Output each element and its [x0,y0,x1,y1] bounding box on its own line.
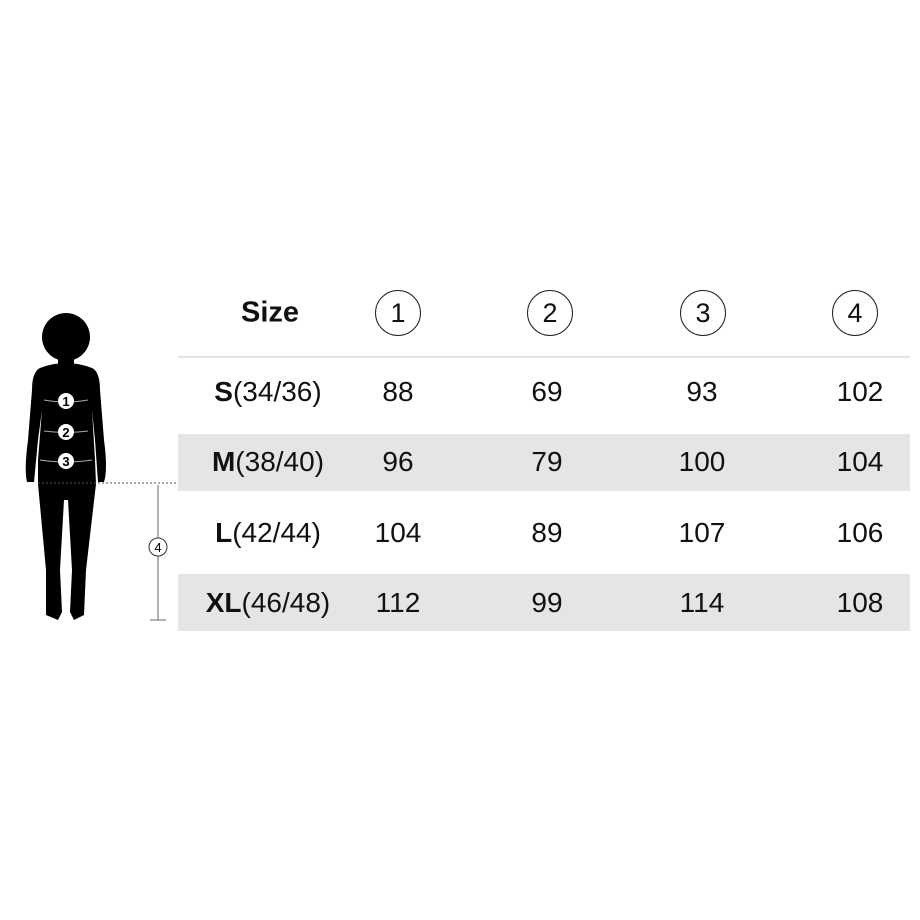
measure-marker-2: 2 [58,424,74,440]
measurement-value: 99 [531,587,563,618]
size-range: (46/48) [241,587,331,618]
size-range: (42/44) [232,517,321,548]
size-header: Size [240,296,300,329]
measurement-value: 93 [686,376,718,407]
size-letter: M [211,446,236,477]
row-band-m [178,434,910,491]
column-header-3: 3 [680,290,726,336]
measurement-value: 79 [531,446,563,477]
column-header-4: 4 [832,290,878,336]
measure-marker-3: 3 [58,453,74,469]
measurement-value: 88 [382,376,414,407]
column-header-2: 2 [527,290,573,336]
size-label: L(42/44) [215,517,321,549]
row-band-xl [178,574,910,631]
svg-text:1: 1 [62,394,69,409]
measurement-value: 104 [836,446,884,477]
svg-text:3: 3 [62,454,69,469]
measurement-value: 106 [836,517,884,548]
size-letter: XL [205,587,242,618]
measure-marker-1: 1 [58,393,74,409]
svg-text:4: 4 [154,540,161,555]
size-letter: L [215,517,233,548]
measurement-value: 104 [374,517,422,548]
measurement-value: 114 [679,587,725,618]
size-range: (38/40) [235,446,325,477]
column-header-1: 1 [375,290,421,336]
size-label: M(38/40) [212,446,324,478]
measurement-value: 108 [836,587,884,618]
size-label: XL(46/48) [206,587,331,619]
measure-marker-4: 4 [148,537,168,557]
measurement-value: 112 [375,587,421,618]
size-label: S(34/36) [214,376,321,408]
measurement-value: 69 [531,376,563,407]
measurement-value: 107 [678,517,726,548]
size-letter: S [214,376,233,407]
header-divider [178,356,910,358]
measurement-value: 102 [836,376,884,407]
body-silhouette: 1 2 3 4 [25,313,176,621]
svg-text:2: 2 [62,425,69,440]
measurement-value: 100 [678,446,726,477]
measurement-value: 96 [382,446,414,477]
size-range: (34/36) [232,376,322,407]
measurement-value: 89 [531,517,563,548]
